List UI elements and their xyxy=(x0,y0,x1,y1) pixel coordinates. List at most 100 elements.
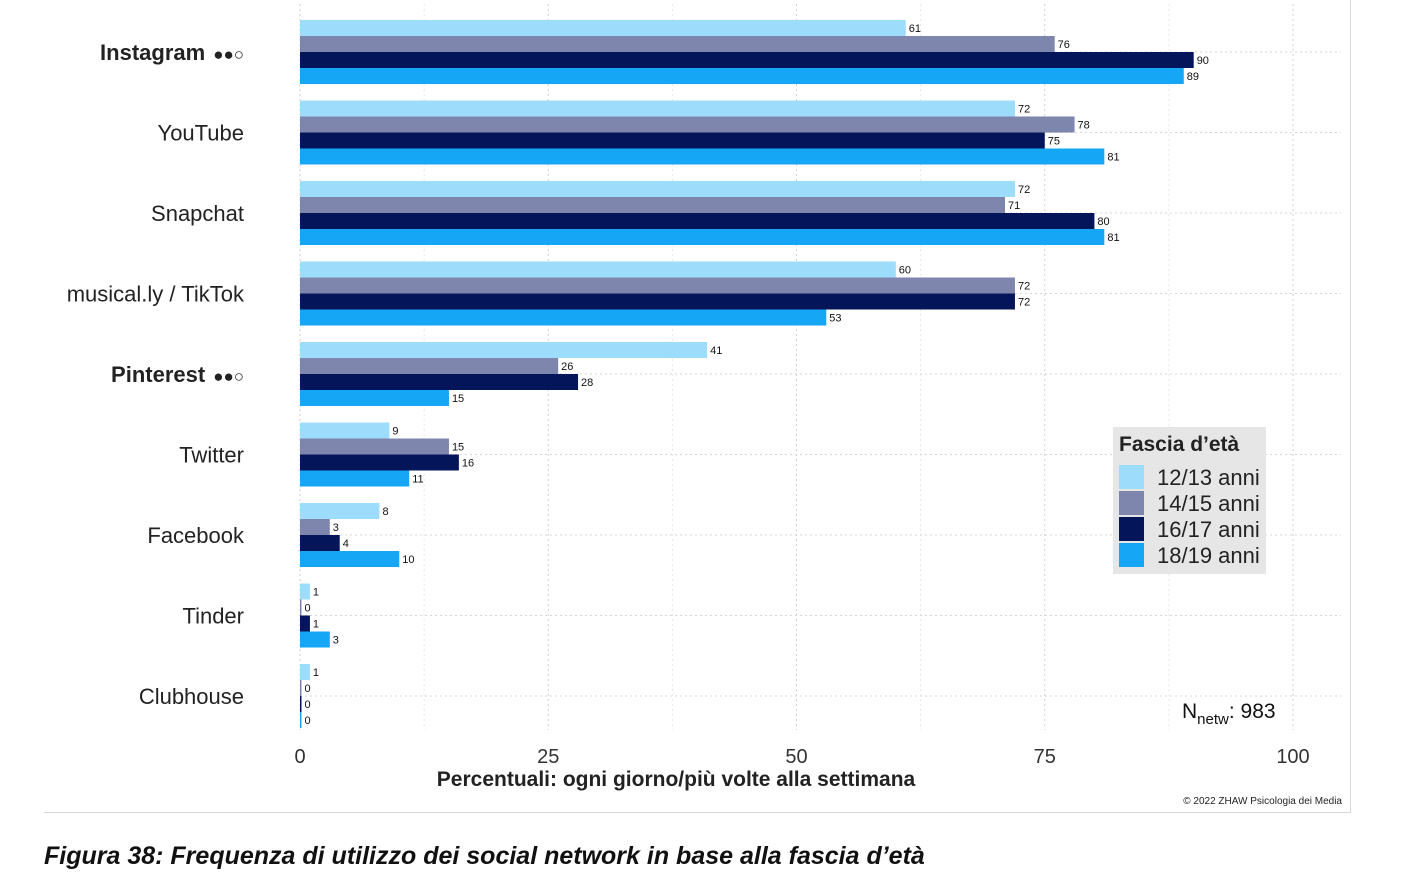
bar xyxy=(300,197,1006,213)
bar xyxy=(300,438,449,455)
bar xyxy=(300,213,1095,229)
category-name: Pinterest xyxy=(111,362,206,387)
legend-entry: 12/13 anni xyxy=(1157,465,1260,490)
category-label: Instagram ●●○ xyxy=(100,40,244,65)
sample-size-subscript: netw xyxy=(1197,711,1229,728)
data-label: 90 xyxy=(1197,55,1209,67)
category-marker: ●●○ xyxy=(213,367,244,386)
bar xyxy=(300,293,1015,310)
legend-swatch xyxy=(1119,517,1144,541)
bar xyxy=(300,712,302,728)
category-marker: ●●○ xyxy=(213,45,244,64)
bar xyxy=(300,680,302,696)
x-axis-ticks: 0 25 50 75 100 xyxy=(294,746,1309,768)
bar xyxy=(300,390,449,406)
category-name: musical.ly / TikTok xyxy=(67,282,245,307)
legend-swatch xyxy=(1119,491,1144,515)
data-label: 76 xyxy=(1058,39,1070,51)
category-name: YouTube xyxy=(158,121,244,146)
category-label: YouTube xyxy=(158,121,244,146)
sample-size-symbol: N xyxy=(1182,700,1197,723)
data-label: 15 xyxy=(452,393,464,405)
bar xyxy=(300,599,302,616)
legend-entry: 18/19 anni xyxy=(1157,543,1260,568)
bar xyxy=(300,229,1105,245)
data-label: 53 xyxy=(829,313,841,325)
bar xyxy=(300,519,330,535)
bar xyxy=(300,696,302,712)
data-label: 0 xyxy=(305,603,311,615)
data-label: 80 xyxy=(1097,216,1109,228)
data-label: 60 xyxy=(899,265,911,277)
figure-caption: Figura 38: Frequenza di utilizzo dei soc… xyxy=(44,842,925,870)
data-label: 28 xyxy=(581,377,593,389)
category-name: Snapchat xyxy=(151,201,244,226)
legend-swatch xyxy=(1119,465,1144,489)
category-label: musical.ly / TikTok xyxy=(67,282,245,307)
bar xyxy=(300,36,1055,52)
category-labels: Instagram ●●○ YouTube Snapchat musical.ly / … xyxy=(67,40,245,709)
bar xyxy=(300,535,340,551)
data-label: 0 xyxy=(305,683,311,695)
data-label: 0 xyxy=(305,699,311,711)
category-name: Twitter xyxy=(179,443,244,468)
bar xyxy=(300,664,310,680)
bar xyxy=(300,470,410,487)
x-tick-label: 100 xyxy=(1276,746,1309,768)
data-label: 61 xyxy=(909,23,921,35)
data-label: 41 xyxy=(710,345,722,357)
category-name: Instagram xyxy=(100,40,205,65)
data-label: 0 xyxy=(305,715,311,727)
category-label: Tinder xyxy=(182,604,244,629)
legend-entry: 14/15 anni xyxy=(1157,491,1260,516)
bar xyxy=(300,309,827,326)
bar xyxy=(300,148,1105,165)
data-label: 72 xyxy=(1018,104,1030,116)
sample-size-label: Nnetw: 983 xyxy=(1182,700,1276,728)
bar xyxy=(300,132,1045,149)
bar xyxy=(300,358,559,374)
x-tick-label: 75 xyxy=(1034,746,1056,768)
category-label: Pinterest ●●○ xyxy=(111,362,244,387)
data-label: 1 xyxy=(313,587,319,599)
data-label: 3 xyxy=(333,522,339,534)
bar xyxy=(300,100,1015,117)
data-label: 72 xyxy=(1018,297,1030,309)
bar xyxy=(300,20,906,36)
bar xyxy=(300,422,390,439)
category-name: Facebook xyxy=(147,523,245,548)
data-label: 16 xyxy=(462,458,474,470)
sample-size-value: : 983 xyxy=(1229,700,1276,723)
data-label: 71 xyxy=(1008,200,1020,212)
x-axis-title: Percentuali: ogni giorno/più volte alla … xyxy=(437,768,916,791)
category-name: Clubhouse xyxy=(139,684,244,709)
data-label: 10 xyxy=(402,554,414,566)
data-label: 81 xyxy=(1107,152,1119,164)
bar-chart: 6176908972787581727180816072725341262815… xyxy=(67,4,1342,807)
legend-title: Fascia d’età xyxy=(1119,433,1240,456)
data-label: 3 xyxy=(333,635,339,647)
data-label: 26 xyxy=(561,361,573,373)
bar xyxy=(300,342,708,358)
category-label: Clubhouse xyxy=(139,684,244,709)
data-label: 8 xyxy=(382,506,388,518)
bar xyxy=(300,454,459,471)
category-label: Twitter xyxy=(179,443,244,468)
data-label: 81 xyxy=(1107,232,1119,244)
bar xyxy=(300,615,310,632)
category-label: Facebook xyxy=(147,523,245,548)
bar xyxy=(300,277,1015,294)
bar xyxy=(300,631,330,648)
copyright-note: © 2022 ZHAW Psicologia dei Media xyxy=(1183,796,1342,807)
data-label: 11 xyxy=(412,474,423,486)
data-label: 1 xyxy=(313,667,319,679)
data-labels: 6176908972787581727180816072725341262815… xyxy=(305,23,1209,727)
bar xyxy=(300,583,310,600)
bar xyxy=(300,52,1194,68)
bar xyxy=(300,374,579,390)
data-label: 89 xyxy=(1187,71,1199,83)
category-name: Tinder xyxy=(182,604,244,629)
data-label: 9 xyxy=(392,426,398,438)
bars xyxy=(300,20,1194,728)
